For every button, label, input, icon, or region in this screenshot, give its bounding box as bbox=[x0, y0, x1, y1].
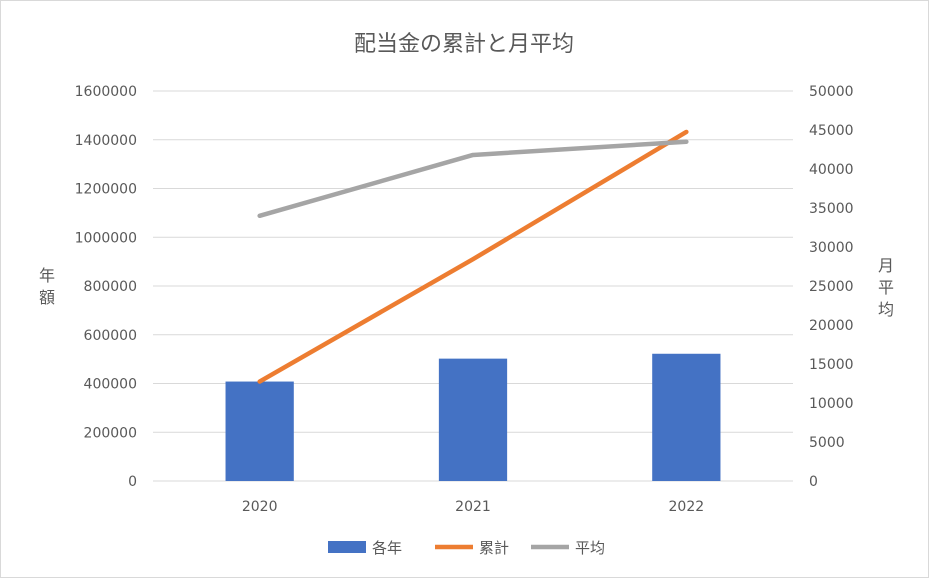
left-axis-title: 年額 bbox=[39, 266, 55, 307]
legend-label: 平均 bbox=[575, 539, 605, 557]
legend-label: 累計 bbox=[479, 539, 509, 557]
bar bbox=[225, 381, 294, 481]
right-axis-title-char: 平 bbox=[878, 278, 894, 297]
bar bbox=[652, 353, 721, 481]
legend-label: 各年 bbox=[372, 539, 402, 557]
legend: 各年 累計 平均 bbox=[328, 539, 605, 557]
right-axis-title: 月平均 bbox=[878, 256, 894, 319]
bar bbox=[438, 358, 508, 481]
left-tick-label: 1200000 bbox=[75, 182, 137, 198]
left-tick-label: 400000 bbox=[84, 377, 137, 393]
series-line bbox=[257, 129, 689, 384]
bar-series bbox=[225, 353, 721, 481]
right-axis-title-char: 均 bbox=[878, 300, 894, 319]
right-tick-label: 25000 bbox=[809, 279, 854, 295]
left-tick-label: 1600000 bbox=[75, 84, 137, 100]
left-tick-label: 0 bbox=[128, 474, 137, 490]
left-tick-label: 1000000 bbox=[75, 230, 137, 246]
left-tick-label: 1400000 bbox=[75, 133, 137, 149]
right-axis-title-char: 月 bbox=[878, 256, 894, 275]
left-tick-label: 800000 bbox=[84, 279, 137, 295]
chart-title: 配当金の累計と月平均 bbox=[354, 32, 574, 57]
left-axis-title-char: 額 bbox=[39, 288, 55, 307]
legend-swatch bbox=[328, 541, 366, 553]
right-tick-label: 40000 bbox=[809, 162, 854, 178]
right-tick-label: 35000 bbox=[809, 201, 854, 217]
right-tick-label: 5000 bbox=[809, 435, 845, 451]
left-tick-label: 600000 bbox=[84, 328, 137, 344]
right-tick-label: 20000 bbox=[809, 318, 854, 334]
left-axis-title-char: 年 bbox=[39, 266, 55, 285]
x-tick-label: 2021 bbox=[455, 499, 491, 515]
right-tick-label: 30000 bbox=[809, 240, 854, 256]
right-axis-ticks: 0 5000 10000 15000 20000 25000 30000 35000 40000… bbox=[809, 84, 854, 490]
line-series bbox=[257, 129, 689, 384]
x-tick-label: 2022 bbox=[669, 499, 705, 515]
right-tick-label: 10000 bbox=[809, 396, 854, 412]
x-tick-label: 2020 bbox=[242, 499, 278, 515]
right-tick-label: 45000 bbox=[809, 123, 854, 139]
series-line bbox=[257, 139, 689, 219]
right-tick-label: 0 bbox=[809, 474, 818, 490]
left-axis-ticks: 0 200000 400000 600000 800000 1000000 1200000 1… bbox=[75, 84, 137, 490]
right-tick-label: 15000 bbox=[809, 357, 854, 373]
left-tick-label: 200000 bbox=[84, 425, 137, 441]
x-axis-ticks: 2020 2021 2022 bbox=[242, 499, 704, 515]
right-tick-label: 50000 bbox=[809, 84, 854, 100]
